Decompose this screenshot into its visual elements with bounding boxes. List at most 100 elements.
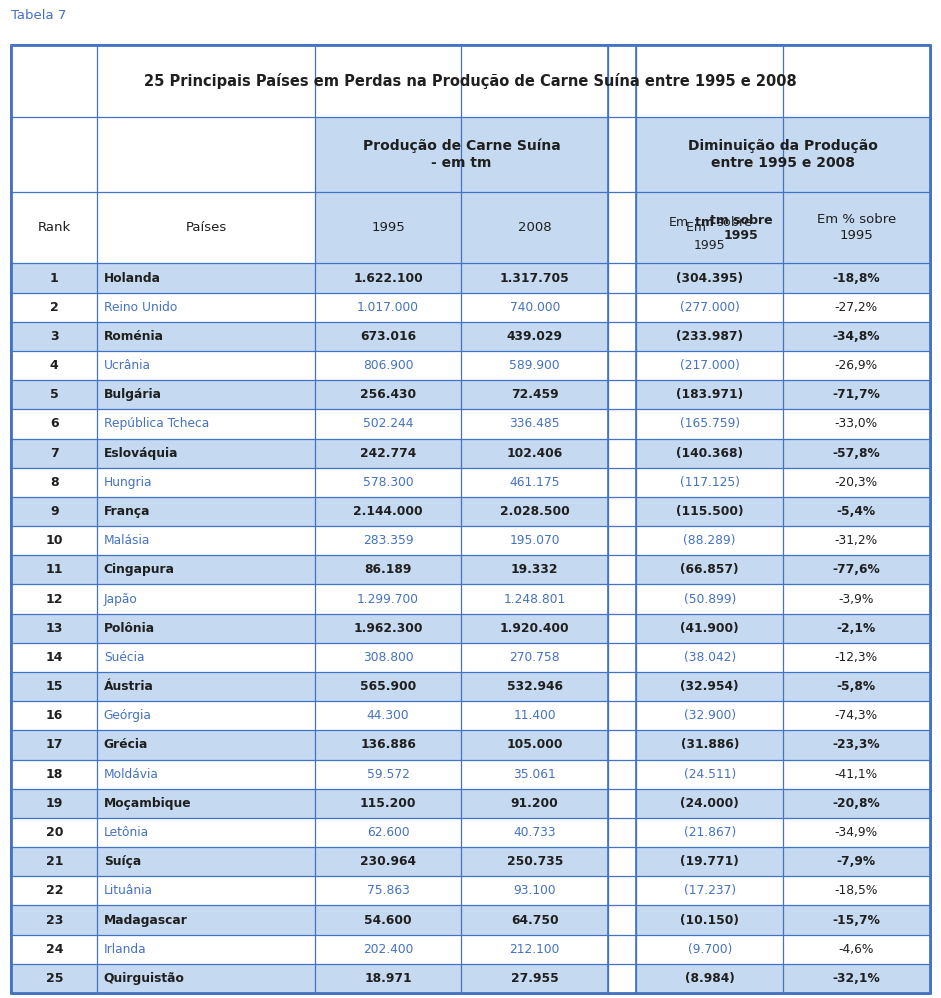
Text: -34,9%: -34,9% — [835, 826, 878, 839]
Text: -15,7%: -15,7% — [833, 913, 881, 926]
Bar — [461, 788, 608, 818]
Bar — [461, 438, 608, 468]
Text: 461.175: 461.175 — [509, 476, 560, 489]
Text: Suíça: Suíça — [104, 855, 141, 868]
Bar — [636, 788, 783, 818]
Bar — [608, 643, 636, 672]
Bar — [608, 468, 636, 497]
Bar — [461, 263, 608, 292]
Bar — [314, 117, 608, 192]
Text: (88.289): (88.289) — [683, 534, 736, 547]
Bar — [461, 818, 608, 847]
Text: Em % sobre
1995: Em % sobre 1995 — [817, 213, 896, 243]
Bar — [783, 905, 930, 935]
Bar — [314, 585, 461, 614]
Text: 806.900: 806.900 — [363, 359, 413, 372]
Bar — [97, 321, 314, 351]
Bar — [783, 351, 930, 380]
Text: 22: 22 — [45, 884, 63, 897]
Bar — [314, 555, 461, 585]
Text: -20,3%: -20,3% — [835, 476, 878, 489]
Bar — [11, 702, 97, 731]
Text: 1.920.400: 1.920.400 — [500, 622, 569, 635]
Text: (50.899): (50.899) — [683, 593, 736, 606]
Text: Bulgária: Bulgária — [104, 388, 162, 401]
Text: 23: 23 — [45, 913, 63, 926]
Bar — [314, 321, 461, 351]
Text: (24.511): (24.511) — [683, 767, 736, 780]
Text: 1: 1 — [50, 271, 58, 284]
Bar — [11, 964, 97, 993]
Text: Ucrânia: Ucrânia — [104, 359, 151, 372]
Text: 54.600: 54.600 — [364, 913, 412, 926]
Text: -27,2%: -27,2% — [835, 300, 878, 313]
Text: (217.000): (217.000) — [679, 359, 740, 372]
Bar — [97, 555, 314, 585]
Text: 589.900: 589.900 — [509, 359, 560, 372]
Bar — [11, 672, 97, 702]
Text: 14: 14 — [45, 651, 63, 664]
Text: -71,7%: -71,7% — [833, 388, 881, 401]
Bar — [636, 526, 783, 555]
Bar — [783, 876, 930, 905]
Text: -4,6%: -4,6% — [838, 943, 874, 956]
Text: Holanda: Holanda — [104, 271, 161, 284]
Text: 7: 7 — [50, 447, 58, 460]
Bar — [608, 935, 636, 964]
Bar — [97, 468, 314, 497]
Text: 44.300: 44.300 — [367, 710, 409, 723]
Text: 8: 8 — [50, 476, 58, 489]
Text: (41.900): (41.900) — [680, 622, 739, 635]
Bar — [11, 351, 97, 380]
Bar — [314, 876, 461, 905]
Text: Irlanda: Irlanda — [104, 943, 147, 956]
Text: -26,9%: -26,9% — [835, 359, 878, 372]
Bar — [783, 380, 930, 409]
Bar — [783, 497, 930, 526]
Bar — [97, 351, 314, 380]
Bar — [314, 351, 461, 380]
Bar — [461, 614, 608, 643]
Text: (21.867): (21.867) — [683, 826, 736, 839]
Text: (32.954): (32.954) — [680, 680, 739, 693]
Bar — [608, 614, 636, 643]
Text: (17.237): (17.237) — [684, 884, 736, 897]
Text: -5,4%: -5,4% — [837, 505, 876, 518]
Bar — [314, 788, 461, 818]
Text: 136.886: 136.886 — [360, 739, 416, 751]
Bar — [608, 702, 636, 731]
Text: -34,8%: -34,8% — [833, 330, 880, 343]
Bar — [314, 380, 461, 409]
Bar — [636, 876, 783, 905]
Text: 20: 20 — [45, 826, 63, 839]
Text: 105.000: 105.000 — [506, 739, 563, 751]
Bar — [608, 672, 636, 702]
Text: 250.735: 250.735 — [506, 855, 563, 868]
Text: 673.016: 673.016 — [360, 330, 416, 343]
Bar — [314, 818, 461, 847]
Bar — [636, 702, 783, 731]
Bar — [636, 759, 783, 788]
Text: 1995: 1995 — [694, 239, 726, 252]
Text: Polônia: Polônia — [104, 622, 155, 635]
Bar — [636, 438, 783, 468]
Bar — [11, 555, 97, 585]
Text: (233.987): (233.987) — [677, 330, 743, 343]
Bar — [11, 497, 97, 526]
Text: 4: 4 — [50, 359, 58, 372]
Bar — [636, 818, 783, 847]
Text: 242.774: 242.774 — [360, 447, 416, 460]
Text: (165.759): (165.759) — [679, 417, 740, 430]
Bar — [636, 192, 783, 263]
Bar — [314, 497, 461, 526]
Text: 12: 12 — [45, 593, 63, 606]
Bar — [783, 321, 930, 351]
Bar — [97, 788, 314, 818]
Bar — [608, 555, 636, 585]
Text: Roménia: Roménia — [104, 330, 164, 343]
Text: Suécia: Suécia — [104, 651, 144, 664]
Bar — [636, 935, 783, 964]
Text: 578.300: 578.300 — [362, 476, 413, 489]
Bar — [461, 497, 608, 526]
Text: 75.863: 75.863 — [367, 884, 409, 897]
